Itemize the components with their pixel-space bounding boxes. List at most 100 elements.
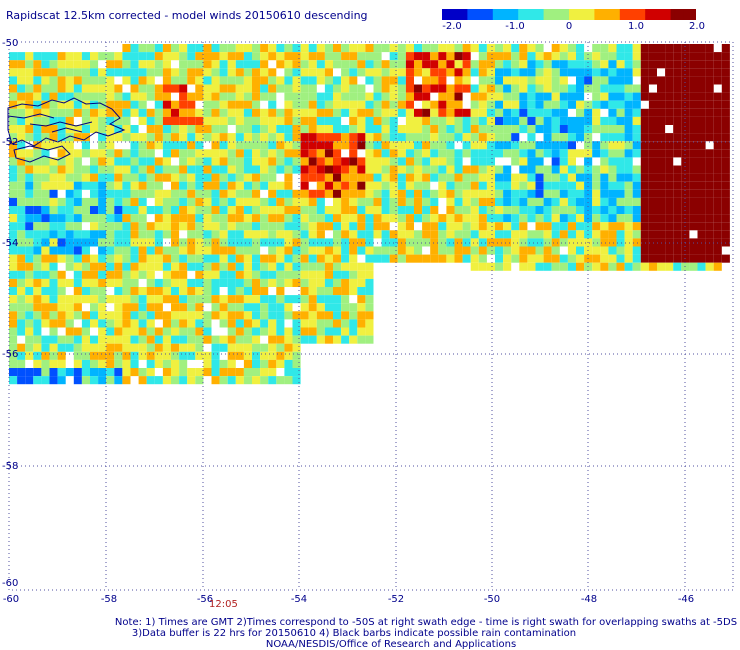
data-cell (195, 311, 204, 320)
data-cell (98, 173, 107, 182)
data-cell (624, 238, 633, 247)
data-cell (146, 303, 155, 312)
data-cell (114, 197, 123, 206)
data-cell (324, 246, 333, 255)
data-cell (365, 52, 374, 61)
colorbar-swatch (666, 9, 672, 20)
data-cell (397, 173, 406, 182)
colorbar-swatch (679, 9, 684, 20)
data-cell (308, 84, 317, 93)
data-cell (640, 246, 649, 255)
colorbar-swatch (607, 9, 612, 20)
data-cell (195, 197, 204, 206)
data-cell (495, 173, 504, 182)
data-cell (17, 343, 26, 352)
data-cell (333, 52, 342, 61)
data-cell (519, 84, 528, 93)
data-cell (73, 52, 82, 61)
data-cell (276, 206, 285, 215)
data-cell (162, 343, 171, 352)
data-cell (333, 214, 342, 223)
data-cell (308, 303, 317, 312)
data-cell (446, 92, 455, 101)
data-cell (576, 116, 585, 125)
data-cell (689, 238, 698, 247)
data-cell (576, 181, 585, 190)
data-cell (154, 157, 163, 166)
data-cell (697, 76, 706, 85)
data-cell (49, 343, 58, 352)
data-cell (138, 368, 147, 377)
data-cell (17, 368, 26, 377)
data-cell (559, 189, 568, 198)
data-cell (640, 116, 649, 125)
data-cell (511, 68, 520, 77)
data-cell (252, 44, 261, 53)
data-cell (122, 254, 131, 263)
data-cell (697, 246, 706, 255)
data-cell (592, 92, 601, 101)
data-cell (179, 76, 188, 85)
data-cell (381, 173, 390, 182)
data-cell (260, 287, 269, 296)
data-cell (90, 84, 99, 93)
data-cell (138, 311, 147, 320)
data-cell (179, 262, 188, 271)
data-cell (49, 238, 58, 247)
data-cell (260, 327, 269, 336)
data-cell (543, 197, 552, 206)
data-cell (657, 100, 666, 109)
data-cell (49, 222, 58, 231)
data-cell (405, 68, 414, 77)
data-cell (316, 246, 325, 255)
data-cell (203, 327, 212, 336)
data-cell (300, 319, 309, 328)
data-cell (365, 60, 374, 69)
data-cell (665, 84, 674, 93)
data-cell (519, 262, 528, 271)
data-cell (138, 133, 147, 142)
data-cell (397, 206, 406, 215)
data-cell (33, 287, 42, 296)
data-cell (25, 76, 34, 85)
data-cell (673, 68, 682, 77)
data-cell (365, 92, 374, 101)
colorbar-swatch (560, 9, 566, 20)
data-cell (357, 60, 366, 69)
data-cell (365, 133, 374, 142)
data-cell (41, 84, 50, 93)
data-cell (705, 254, 714, 263)
data-cell (381, 60, 390, 69)
data-cell (316, 165, 325, 174)
data-cell (600, 165, 609, 174)
data-cell (114, 303, 123, 312)
data-cell (576, 92, 585, 101)
data-cell (49, 68, 58, 77)
data-cell (130, 254, 139, 263)
data-cell (567, 52, 576, 61)
data-cell (648, 206, 657, 215)
data-cell (535, 44, 544, 53)
data-cell (276, 76, 285, 85)
data-cell (17, 133, 26, 142)
data-cell (25, 287, 34, 296)
data-cell (243, 246, 252, 255)
data-cell (122, 327, 131, 336)
data-cell (268, 319, 277, 328)
data-cell (284, 368, 293, 377)
data-cell (57, 287, 66, 296)
data-cell (130, 327, 139, 336)
data-cell (608, 206, 617, 215)
data-cell (138, 303, 147, 312)
data-cell (632, 92, 641, 101)
data-cell (543, 116, 552, 125)
data-cell (122, 376, 131, 385)
data-cell (9, 141, 18, 150)
data-cell (98, 52, 107, 61)
data-cell (49, 92, 58, 101)
data-cell (73, 108, 82, 117)
colorbar-swatch (463, 9, 468, 20)
data-cell (422, 189, 431, 198)
data-cell (57, 343, 66, 352)
data-cell (713, 222, 722, 231)
